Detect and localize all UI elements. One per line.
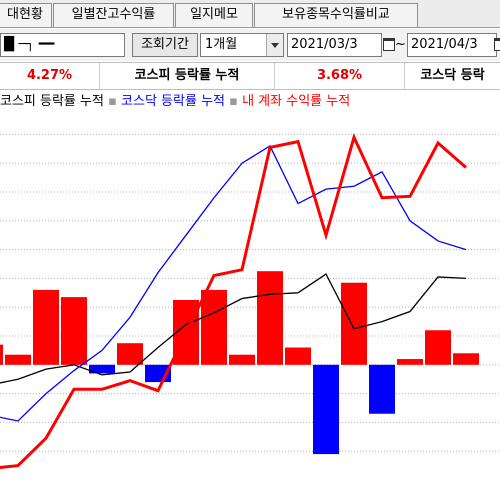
daily-return-bar — [257, 271, 283, 365]
daily-return-bar — [397, 359, 423, 365]
chart-legend: 코스피 등락률 누적 ▪ 코스닥 등락률 누적 ▪ 내 계좌 수익률 누적 — [0, 92, 500, 112]
account-selector[interactable]: █ ─┐ ━━ — [0, 33, 125, 57]
daily-return-bar — [229, 354, 255, 365]
filter-bar: █ ─┐ ━━ 조회기간 1개월 2021/03/3 ~ 2021/04/3 — [0, 29, 500, 61]
chart-canvas — [0, 132, 500, 469]
daily-return-bar — [0, 344, 3, 365]
kospi-line — [0, 273, 467, 384]
legend-marker: ▪ — [229, 94, 238, 109]
calendar-icon[interactable] — [493, 33, 500, 55]
daily-return-bar — [425, 330, 451, 365]
period-select[interactable]: 1개월 — [200, 33, 284, 57]
daily-return-bar — [341, 282, 367, 365]
summary-row: 4.27% 코스피 등락률 누적 3.68% 코스닥 등락 — [0, 62, 500, 90]
legend-kospi: 코스피 등락률 누적 — [0, 94, 104, 109]
my-account-line — [0, 132, 467, 469]
daily-return-bar — [201, 289, 227, 365]
daily-return-bar — [89, 364, 115, 374]
daily-return-bar — [369, 364, 395, 414]
daily-return-bar — [453, 353, 479, 365]
tab-current-status[interactable]: 대현황 — [0, 3, 52, 27]
daily-return-bar — [313, 364, 339, 455]
tab-holdings-return-compare[interactable]: 보유종목수익률비교 — [254, 3, 418, 27]
period-select-value: 1개월 — [205, 37, 238, 52]
daily-return-bar — [33, 289, 59, 365]
start-date-input[interactable]: 2021/03/3 — [287, 33, 382, 57]
kosdaq-cumulative-label: 코스닥 등락 — [420, 68, 485, 83]
legend-marker: ▪ — [108, 94, 117, 109]
daily-return-bar — [117, 343, 143, 365]
line-layer — [0, 132, 467, 469]
daily-return-bar — [5, 354, 31, 365]
daily-bar-layer — [0, 271, 479, 455]
date-range-separator: ~ — [395, 37, 406, 52]
calendar-icon[interactable] — [382, 33, 396, 55]
kosdaq-line — [0, 144, 467, 422]
end-date-input[interactable]: 2021/04/3 — [407, 33, 497, 57]
kosdaq-cumulative-value: 3.68% — [275, 63, 405, 89]
tab-bar: 대현황 일별잔고수익률 일지메모 보유종목수익률비교 — [0, 0, 500, 28]
tab-daily-balance-return[interactable]: 일별잔고수익률 — [53, 3, 174, 27]
daily-return-bar — [285, 347, 311, 365]
chevron-down-icon[interactable] — [266, 34, 283, 56]
legend-my-account: 내 계좌 수익률 누적 — [242, 94, 351, 109]
daily-return-bar — [61, 297, 87, 365]
tab-journal-memo[interactable]: 일지메모 — [175, 3, 253, 27]
kospi-cumulative-value: 4.27% — [0, 63, 100, 89]
legend-kosdaq: 코스닥 등락률 누적 — [121, 94, 225, 109]
kospi-cumulative-label: 코스피 등락률 누적 — [100, 63, 275, 89]
cumulative-return-chart — [0, 112, 500, 500]
period-label: 조회기간 — [132, 33, 198, 57]
